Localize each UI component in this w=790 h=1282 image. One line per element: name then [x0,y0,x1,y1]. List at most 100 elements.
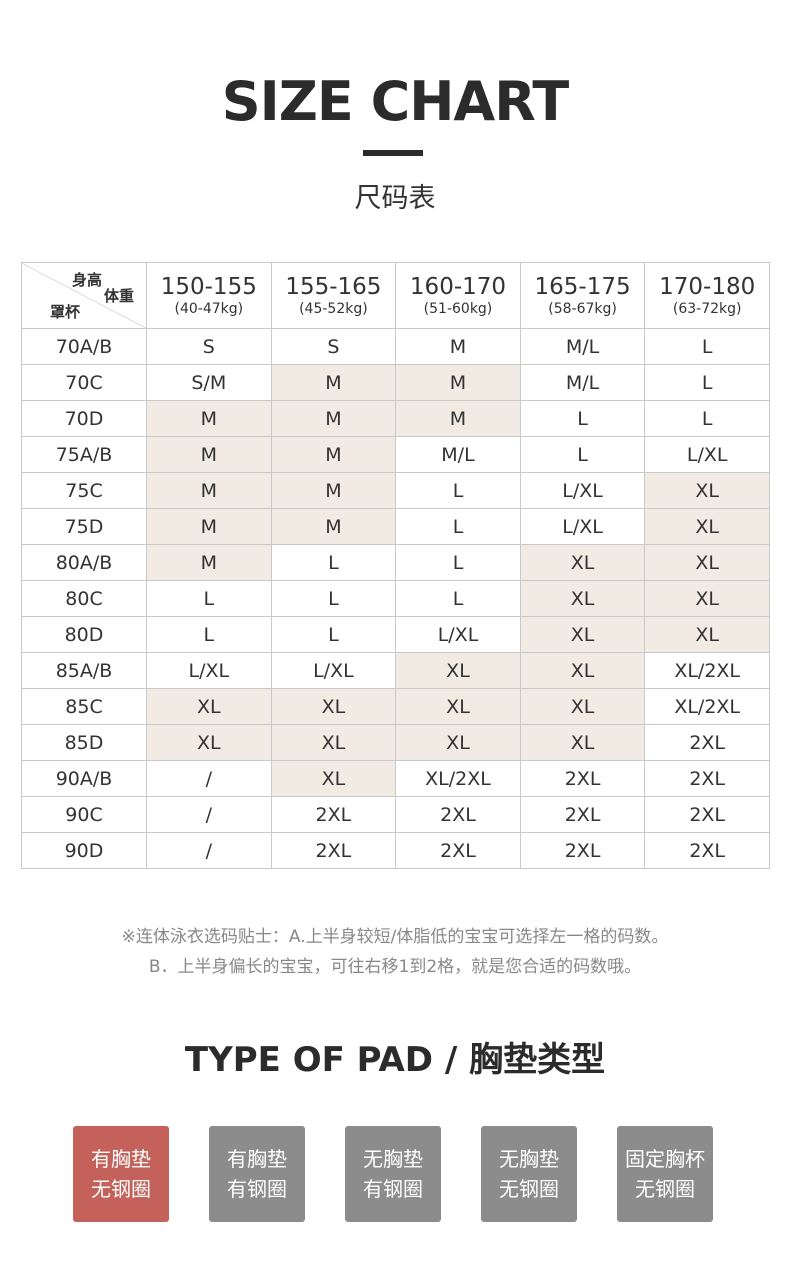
size-cell: 2XL [644,760,770,797]
height-range: 160-170 [409,273,507,300]
table-row: 70C S/M M M M/L L [21,364,770,401]
size-cell: L [395,508,521,545]
cup-size-cell: 85A/B [21,652,147,689]
column-header-cell: 165-175 (58-67kg) [519,262,646,329]
pad-label: 有胸垫 [91,1147,151,1171]
size-tip-note: ※连体泳衣选码贴士：A.上半身较短/体脂低的宝宝可选择左一格的码数。 B．上半身… [0,922,790,982]
size-cell: L/XL [519,472,646,509]
pad-type-option[interactable]: 无胸垫 无钢圈 [481,1126,577,1222]
size-cell: XL [519,580,646,617]
size-cell: M [146,544,272,581]
table-row: 90A/B / XL XL/2XL 2XL 2XL [21,760,770,797]
size-cell: M [270,364,397,401]
size-cell: 2XL [395,832,521,869]
size-cell: 2XL [270,796,397,833]
table-row: 80C L L L XL XL [21,580,770,617]
size-cell: L/XL [270,652,397,689]
pad-type-title: TYPE OF PAD / 胸垫类型 [184,1040,606,1080]
size-cell: L [395,472,521,509]
size-cell: S [270,328,397,365]
size-cell: L [270,616,397,653]
cup-size-cell: 75A/B [21,436,147,473]
corner-header-cell: 身高 体重 罩杯 [21,262,147,329]
cup-size-cell: 70C [21,364,147,401]
cup-size-cell: 70A/B [21,328,147,365]
size-cell: XL [644,472,770,509]
size-cell: XL [395,724,521,761]
pad-label: 无胸垫 [499,1147,559,1171]
table-row: 80D L L L/XL XL XL [21,616,770,653]
size-cell: / [146,760,272,797]
column-header-cell: 170-180 (63-72kg) [644,262,770,329]
size-cell: XL [644,544,770,581]
size-cell: XL/2XL [644,652,770,689]
cup-size-cell: 80A/B [21,544,147,581]
size-cell: L [146,616,272,653]
size-cell: XL [395,652,521,689]
cup-size-cell: 70D [21,400,147,437]
height-range: 155-165 [285,273,382,300]
pad-type-option[interactable]: 无胸垫 有钢圈 [345,1126,441,1222]
size-cell: L/XL [146,652,272,689]
title-divider [363,150,423,156]
size-cell: L/XL [519,508,646,545]
cup-size-cell: 90D [21,832,147,869]
table-row: 80A/B M L L XL XL [21,544,770,581]
page-title: SIZE CHART [221,70,569,133]
note-line: B．上半身偏长的宝宝，可往右移1到2格，就是您合适的码数哦。 [148,957,642,977]
size-cell: L [270,544,397,581]
size-cell: 2XL [644,832,770,869]
pad-type-option[interactable]: 有胸垫 有钢圈 [209,1126,305,1222]
size-cell: M [270,472,397,509]
pad-type-options: 有胸垫 无钢圈 有胸垫 有钢圈 无胸垫 有钢圈 无胸垫 无钢圈 固定胸杯 无钢圈 [73,1126,713,1222]
height-range: 150-155 [160,273,257,300]
weight-label: 体重 [104,287,135,305]
underwire-label: 无钢圈 [91,1177,151,1201]
size-cell: XL [395,688,521,725]
size-cell: M/L [395,436,521,473]
weight-range: (40-47kg) [174,300,244,317]
size-cell: XL/2XL [644,688,770,725]
table-row: 75A/B M M M/L L L/XL [21,436,770,473]
size-cell: 2XL [519,760,646,797]
underwire-label: 无钢圈 [499,1177,559,1201]
size-cell: XL [644,580,770,617]
size-table: 身高 体重 罩杯 150-155 (40-47kg) 155-165 (45-52kg… [21,262,770,869]
table-row: 85C XL XL XL XL XL/2XL [21,688,770,725]
size-cell: XL [519,616,646,653]
table-header-row: 身高 体重 罩杯 150-155 (40-47kg) 155-165 (45-52kg… [21,262,770,329]
table-row: 70D M M M L L [21,400,770,437]
size-cell: XL [644,616,770,653]
size-cell: XL [270,724,397,761]
size-cell: 2XL [519,796,646,833]
pad-type-option[interactable]: 固定胸杯 无钢圈 [617,1126,713,1222]
size-cell: XL [270,688,397,725]
cup-size-cell: 80C [21,580,147,617]
underwire-label: 有钢圈 [227,1177,287,1201]
size-cell: XL [270,760,397,797]
size-cell: L [395,580,521,617]
cup-size-cell: 85C [21,688,147,725]
height-range: 170-180 [659,273,756,300]
size-cell: M [270,508,397,545]
size-cell: XL [146,724,272,761]
size-cell: M [146,400,272,437]
pad-label: 固定胸杯 [625,1147,705,1171]
cup-size-cell: 75D [21,508,147,545]
size-cell: L [270,580,397,617]
cup-size-cell: 90C [21,796,147,833]
underwire-label: 有钢圈 [363,1177,423,1201]
page-subtitle: 尺码表 [354,183,436,214]
table-row: 75C M M L L/XL XL [21,472,770,509]
size-cell: L [519,400,646,437]
size-cell: XL [519,688,646,725]
size-cell: 2XL [644,724,770,761]
pad-type-option[interactable]: 有胸垫 无钢圈 [73,1126,169,1222]
size-cell: S/M [146,364,272,401]
weight-range: (63-72kg) [672,300,742,317]
size-cell: L [519,436,646,473]
size-cell: L [146,580,272,617]
size-cell: 2XL [644,796,770,833]
size-cell: XL/2XL [395,760,521,797]
